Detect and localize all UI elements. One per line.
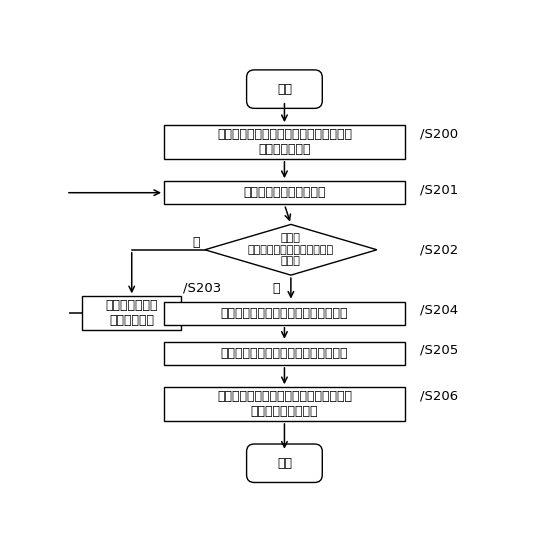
Text: /S203: /S203 xyxy=(183,281,221,294)
Bar xyxy=(164,301,405,325)
Text: 结束: 结束 xyxy=(277,457,292,470)
Text: /S205: /S205 xyxy=(420,344,458,357)
Text: /S200: /S200 xyxy=(420,127,458,140)
Text: 执行输入的手势数据所对应的操作指令: 执行输入的手势数据所对应的操作指令 xyxy=(221,347,348,360)
Text: 显示待处理的血液分析测量结果，等待用
户输入特征数据: 显示待处理的血液分析测量结果，等待用 户输入特征数据 xyxy=(217,128,352,156)
Text: 开始: 开始 xyxy=(277,83,292,96)
Text: 提示用户输入有
误或不做处理: 提示用户输入有 误或不做处理 xyxy=(105,299,158,327)
FancyBboxPatch shape xyxy=(246,444,322,483)
Text: 显示下一个待处理的血液分析测量结果，
并准备接收特征数据: 显示下一个待处理的血液分析测量结果， 并准备接收特征数据 xyxy=(217,390,352,418)
Text: /S204: /S204 xyxy=(420,304,458,317)
Text: /S202: /S202 xyxy=(420,243,458,256)
Text: /S206: /S206 xyxy=(420,389,458,402)
Text: 否: 否 xyxy=(193,236,200,249)
Text: /S201: /S201 xyxy=(420,183,458,196)
Text: 接收用户输入的手势数据: 接收用户输入的手势数据 xyxy=(243,186,326,199)
Text: 查询与输入的手势数据对应的操作指令: 查询与输入的手势数据对应的操作指令 xyxy=(221,307,348,320)
Polygon shape xyxy=(205,225,377,275)
FancyBboxPatch shape xyxy=(246,70,322,108)
Bar xyxy=(164,341,405,365)
Text: 是: 是 xyxy=(272,282,280,295)
Bar xyxy=(164,125,405,159)
Bar xyxy=(164,387,405,421)
Bar xyxy=(82,296,181,330)
Bar xyxy=(164,181,405,204)
Text: 判断输
入的手势数据是否为有效的特
征数据: 判断输 入的手势数据是否为有效的特 征数据 xyxy=(248,233,334,266)
